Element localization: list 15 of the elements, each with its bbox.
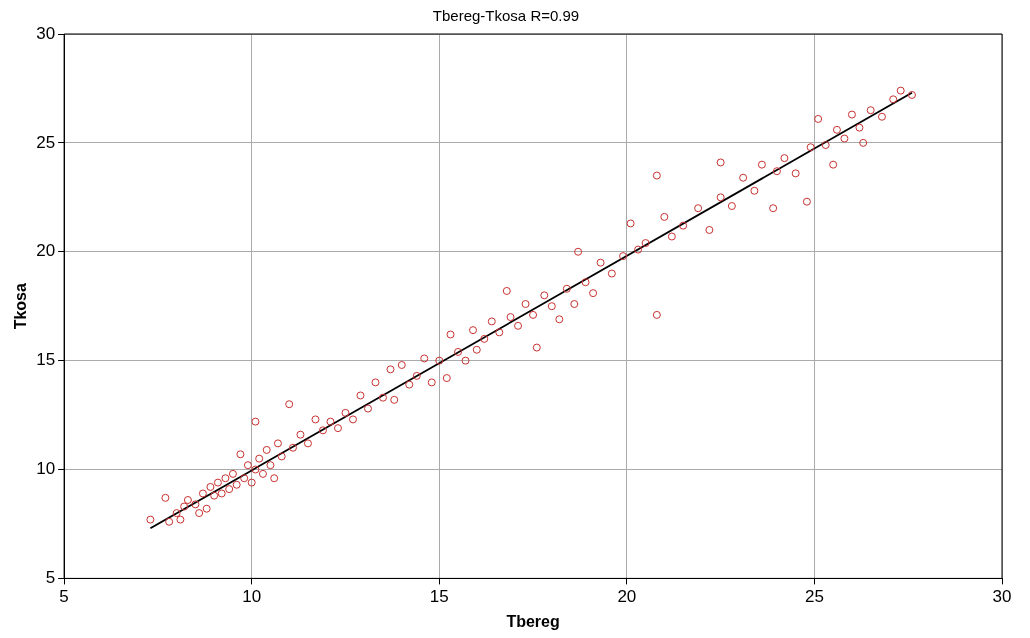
y-tick-label: 10 <box>36 459 56 479</box>
y-tick-label: 15 <box>36 350 56 370</box>
chart-title: Tbereg-Tkosa R=0.99 <box>432 7 580 25</box>
y-tick-label: 5 <box>45 568 56 588</box>
y-tick-label: 25 <box>36 132 56 152</box>
y-tick-label: 30 <box>36 23 56 43</box>
x-tick-label: 10 <box>242 587 262 607</box>
x-axis-title: Tbereg <box>506 612 560 630</box>
x-tick-label: 15 <box>429 587 449 607</box>
x-tick-label: 30 <box>992 587 1012 607</box>
x-tick-label: 20 <box>617 587 637 607</box>
y-axis-title: Tkosa <box>12 282 30 330</box>
x-tick-label: 25 <box>804 587 824 607</box>
y-tick-label: 20 <box>36 241 56 261</box>
x-tick-label: 5 <box>59 587 69 607</box>
